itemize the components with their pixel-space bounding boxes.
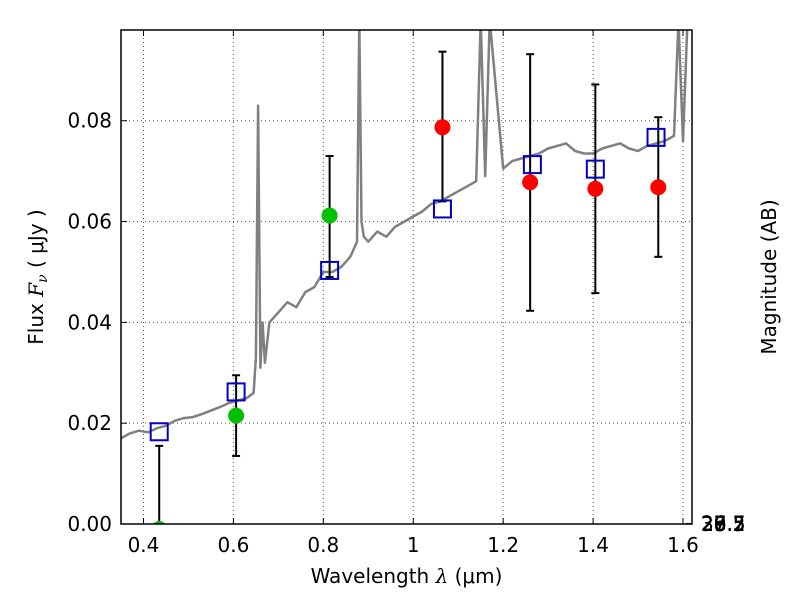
x-tick-label: 0.4 [128,533,160,557]
photometry-point [434,119,451,136]
y-tick-label: 0.08 [67,109,112,133]
mag-tick-label: 26.7 [701,512,746,536]
model-band-marker [646,127,666,147]
mag-tick-label: 27.2 [701,512,746,536]
magnitude-axis-label: Magnitude (AB) [757,199,781,354]
y-axis-label: Flux Fν ( μJy ) [24,209,51,344]
x-tick-label: 1.2 [487,533,519,557]
photometry-point [587,180,604,197]
grid-lines [121,30,692,525]
model-band-marker [320,260,340,280]
y-tick-label: 0.00 [67,512,112,536]
model-band-marker [585,159,605,179]
x-tick-label: 0.6 [217,533,249,557]
model-band-marker [149,422,169,442]
model-band-marker [226,382,246,402]
model-spectrum-line [121,30,689,440]
mag-tick-label: 26.5 [701,512,746,536]
plot-area [121,30,689,524]
detection-point [228,407,245,424]
x-axis-label: Wavelength λ (μm) [311,564,503,588]
mag-tick-label: 28 [701,512,726,536]
detection-point [321,207,338,224]
mag-tick-label: 30 [701,512,726,536]
y-tick-label: 0.02 [67,411,112,435]
axes-frame [120,29,693,525]
y-axis: 0.00 0.02 0.04 0.06 0.08 [67,109,127,536]
x-axis: 0.4 0.6 0.8 1 1.2 1.4 1.6 [128,30,699,557]
y-tick-label: 0.06 [67,210,112,234]
photometry-point [522,174,539,191]
mag-tick-label: 27.5 [701,512,746,536]
y-tick-label: 0.04 [67,310,112,334]
model-band-marker [432,199,452,219]
x-tick-label: 0.8 [307,533,339,557]
x-tick-label: 1 [407,533,420,557]
mag-tick-label: 27 [701,512,726,536]
model-band-marker [522,155,542,175]
mag-tick-label: 29 [701,512,726,536]
mag-tick-label: 28.5 [701,512,746,536]
photometry-point [650,179,667,196]
x-tick-label: 1.6 [667,533,699,557]
x-tick-label: 1.4 [577,533,609,557]
